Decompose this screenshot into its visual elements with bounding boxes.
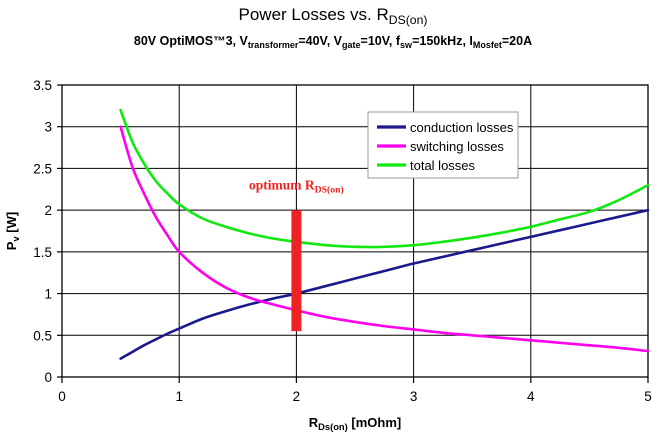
subtitle-seg-3: gate [342,40,361,50]
x-tick-label: 1 [175,389,183,404]
optimum-rds-marker-bar [291,210,302,332]
y-tick-label: 1 [44,287,52,302]
subtitle-seg-6: =150kHz, I [412,34,473,48]
y-axis-title-tail: [W] [4,212,19,237]
y-axis-title-subscript: v [11,236,21,242]
y-tick-label: 0.5 [33,328,52,343]
chart-title-main: Power Losses vs. R [239,5,389,24]
x-axis-title-tail: [mOhm] [348,415,401,430]
y-tick-label: 1.5 [33,245,52,260]
plot-frame [61,84,649,378]
annotation-layer: optimum RDS(on) [249,177,344,332]
legend-label-total-losses: total losses [410,158,476,173]
subtitle-seg-7: Mosfet [473,40,502,50]
x-tick-label: 5 [644,389,652,404]
x-tick-label: 3 [410,389,418,404]
y-axis-title: Pv [W] [4,212,21,250]
legend-label-switching-losses: switching losses [410,139,504,154]
x-axis-title-main: R [309,415,319,430]
subtitle-seg-8: =20A [502,34,532,48]
optimum-rds-label-subscript: DS(on) [315,184,344,195]
plot-area: 0 0.5 1 1.5 2 2.5 3 3.5 0 1 2 3 4 5 [33,78,652,404]
subtitle-seg-0: 80V OptiMOS™3, V [134,34,249,48]
y-tick-label: 3 [44,120,52,135]
chart-legend: conduction losses switching losses total l… [367,111,519,179]
optimum-rds-label-main: optimum R [249,177,315,192]
x-axis-title-subscript: Ds(on) [318,422,348,432]
series-line-switching-losses [119,125,650,353]
chart-title: Power Losses vs. RDS(on) [239,5,428,27]
y-tick-label: 2.5 [33,161,52,176]
optimum-rds-label: optimum RDS(on) [249,177,344,195]
y-tick-label: 3.5 [33,78,52,93]
chart-subtitle: 80V OptiMOS™3, Vtransformer=40V, Vgate=1… [134,34,532,50]
subtitle-seg-5: sw [400,40,413,50]
x-tick-label: 4 [527,389,535,404]
y-tick-label: 2 [44,203,52,218]
x-axis-title: RDs(on) [mOhm] [309,415,401,432]
x-tick-label: 0 [58,389,66,404]
y-tick-label: 0 [44,370,52,385]
chart-title-subscript: DS(on) [389,13,428,27]
series-line-total-losses [119,108,650,249]
legend-label-conduction-losses: conduction losses [410,120,514,135]
subtitle-seg-2: =40V, V [298,34,342,48]
series-line-conduction-losses [119,208,650,360]
x-tick-label: 2 [293,389,301,404]
y-axis-title-main: P [4,241,19,250]
subtitle-seg-1: transformer [248,40,299,50]
subtitle-seg-4: =10V, f [361,34,401,48]
